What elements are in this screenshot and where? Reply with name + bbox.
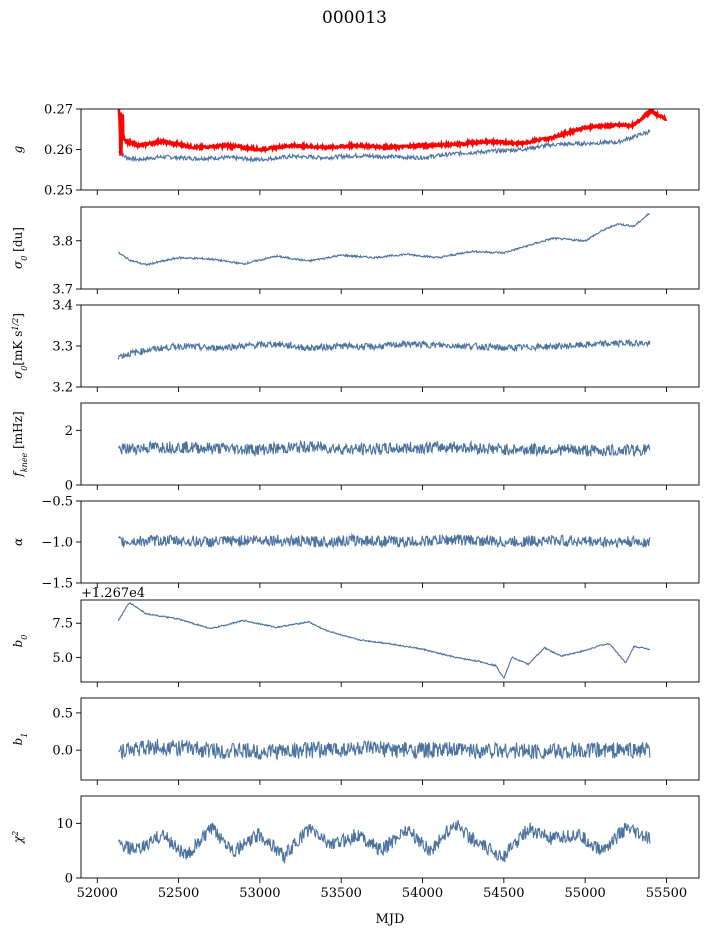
y-tick-label: 0.0 — [52, 744, 73, 759]
y-tick-label: 0.5 — [52, 706, 73, 721]
y-tick-label: 3.7 — [52, 283, 73, 298]
subplot-3: 3.2 3.3 3.4 σ0[mK s1/2] — [11, 299, 700, 396]
axes-frame — [80, 402, 700, 486]
y-axis-label: b0 — [11, 635, 29, 648]
y-tick-label: 0.25 — [44, 184, 73, 199]
axes-frame — [80, 206, 700, 290]
axes-frame — [80, 795, 700, 879]
y-tick-label: −0.5 — [41, 495, 73, 510]
y-tick-label: 2 — [65, 424, 73, 439]
y-axis-label: b1 — [11, 733, 29, 746]
y-axis-label-text: g — [11, 145, 25, 153]
x-tick-label: 55000 — [564, 886, 605, 901]
y-tick-label: 5.0 — [52, 651, 73, 666]
axes-frame — [80, 599, 700, 683]
y-axis-label-text: σ0[mK s1/2] — [11, 313, 29, 379]
x-tick-label: 52000 — [77, 886, 118, 901]
y-axis-label: g — [11, 145, 25, 153]
y-offset-label: +1.267e4 — [81, 586, 145, 601]
subplot-2: 3.7 3.8 σ0 [du] — [11, 206, 700, 298]
y-tick-label: 0.26 — [44, 143, 73, 158]
y-tick-label: 0 — [65, 479, 73, 494]
y-axis-label-text: σ0 [du] — [11, 227, 29, 269]
data-series-line — [117, 339, 651, 360]
y-axis-label-text: χ2 — [11, 831, 26, 844]
data-series-line — [117, 439, 651, 458]
subplot-6: 5.0 7.5 b0 +1.267e4 — [11, 586, 700, 687]
subplot-8: 0 10 52000 52500 53000 53500 54000 54500 55000 55… — [11, 795, 700, 901]
y-axis-label-text: b0 — [11, 635, 29, 648]
y-axis-label: χ2 — [11, 831, 26, 844]
y-axis-label-text: fknee [mHz] — [11, 411, 29, 477]
figure-title: 000013 — [322, 8, 387, 28]
x-tick-label: 53000 — [239, 886, 280, 901]
subplot-1: 0.25 0.26 0.27 g — [11, 103, 700, 199]
y-tick-label: 3.8 — [52, 234, 73, 249]
y-axis-label-text: b1 — [11, 733, 29, 746]
data-series-line — [118, 739, 651, 761]
y-tick-label: 0.27 — [44, 103, 73, 118]
y-axis-label: σ0[mK s1/2] — [11, 313, 29, 379]
subplot-4: 0 2 fknee [mHz] — [11, 402, 700, 494]
data-series-line — [117, 109, 668, 156]
y-tick-label: −1.0 — [41, 536, 73, 551]
x-tick-label: 53500 — [321, 886, 362, 901]
y-axis-label: fknee [mHz] — [11, 411, 29, 477]
data-series-line — [118, 128, 651, 163]
data-series-line — [117, 602, 651, 679]
y-axis-label: α — [11, 538, 25, 546]
y-tick-label: 0 — [65, 872, 73, 887]
y-tick-label: 3.4 — [52, 299, 73, 314]
subplot-5: −1.5 −1.0 −0.5 α — [11, 495, 700, 592]
y-axis-label: σ0 [du] — [11, 227, 29, 269]
x-axis-label: MJD — [376, 912, 405, 927]
x-tick-label: 54500 — [483, 886, 524, 901]
y-tick-label: 3.2 — [52, 381, 73, 396]
data-series-line — [118, 532, 651, 549]
x-tick-label: 55500 — [646, 886, 687, 901]
y-tick-label: −1.5 — [41, 577, 73, 592]
subplot-7: 0.0 0.5 b1 — [11, 697, 700, 785]
x-tick-label: 54000 — [402, 886, 443, 901]
data-series-line — [118, 213, 650, 267]
y-axis-label-text: α — [11, 538, 25, 546]
y-tick-label: 10 — [56, 817, 73, 832]
x-tick-label: 52500 — [158, 886, 199, 901]
data-series-line — [117, 819, 651, 864]
y-tick-label: 7.5 — [52, 617, 73, 632]
axes-frame — [80, 697, 700, 781]
y-tick-label: 3.3 — [52, 340, 73, 355]
